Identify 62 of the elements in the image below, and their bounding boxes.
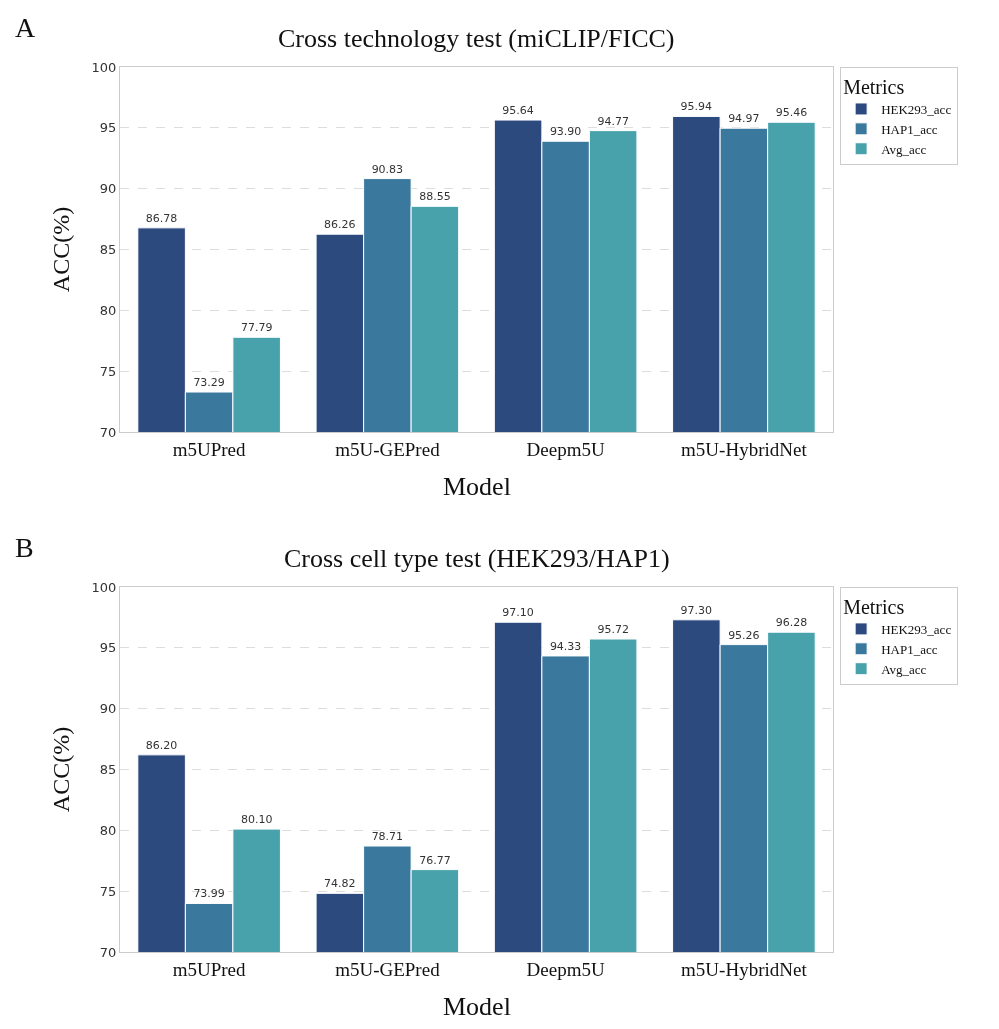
x-tick-label: m5U-GEPred — [335, 438, 441, 460]
data-label: 86.20 — [145, 738, 178, 752]
data-label: 88.55 — [419, 190, 451, 204]
text: B — [15, 532, 34, 563]
x-tick-label: Deepm5U — [526, 438, 605, 460]
data-label: 97.30 — [680, 603, 713, 617]
legend-label: Avg_acc — [881, 141, 927, 157]
legend-label: Avg_acc — [881, 661, 927, 677]
y-tick-label: 75 — [99, 363, 117, 379]
x-tick-label: m5UPred — [172, 958, 247, 980]
y-tick-label: 95 — [99, 640, 117, 656]
y-tick-label: 90 — [99, 701, 117, 717]
y-tick-label: 100 — [91, 579, 117, 595]
x-tick-label: m5U-GEPred — [335, 958, 441, 980]
y-tick-label: 95 — [99, 120, 117, 136]
data-label: 95.26 — [728, 628, 760, 642]
text: A — [15, 12, 36, 43]
data-label: 96.28 — [775, 616, 808, 630]
y-axis-title: ACC(%) — [47, 726, 74, 813]
y-tick-label: 70 — [99, 424, 117, 440]
chart-title: Cross cell type test (HEK293/HAP1) — [284, 544, 670, 573]
y-tick-label: 85 — [99, 242, 117, 258]
data-label: 95.46 — [775, 106, 808, 120]
legend-title: Metrics — [843, 76, 905, 98]
data-label: 73.29 — [193, 376, 225, 390]
x-axis-title: Model — [443, 992, 511, 1021]
y-tick-label: 80 — [99, 302, 117, 318]
data-label: 94.97 — [728, 112, 760, 126]
y-tick-label: 80 — [99, 822, 117, 838]
x-tick-label: m5U-HybridNet — [681, 958, 808, 980]
y-axis-title: ACC(%) — [47, 206, 74, 293]
data-label: 76.77 — [419, 853, 451, 867]
data-label: 86.26 — [324, 218, 356, 232]
data-label: 78.71 — [371, 830, 404, 844]
data-label: 90.83 — [371, 162, 404, 176]
data-label: 94.33 — [549, 639, 582, 653]
data-label: 77.79 — [240, 321, 273, 335]
data-label: 95.72 — [597, 623, 629, 637]
data-label: 86.78 — [145, 211, 178, 225]
y-tick-label: 75 — [99, 883, 117, 899]
data-label: 97.10 — [502, 606, 534, 620]
data-label: 73.99 — [193, 887, 225, 901]
x-axis-title: Model — [443, 472, 511, 501]
legend-label: HEK293_acc — [881, 102, 952, 118]
y-tick-label: 90 — [99, 181, 117, 197]
data-label: 80.10 — [240, 813, 273, 827]
legend-label: HEK293_acc — [881, 621, 952, 637]
data-label: 74.82 — [324, 877, 356, 891]
data-label: 95.94 — [680, 100, 713, 114]
data-label: 94.77 — [597, 114, 629, 128]
y-tick-label: 85 — [99, 762, 117, 778]
y-tick-label: 100 — [91, 59, 117, 75]
y-tick-label: 70 — [99, 944, 117, 960]
data-label: 95.64 — [502, 104, 534, 118]
data-label: 93.90 — [549, 125, 582, 139]
x-tick-label: Deepm5U — [526, 958, 605, 980]
x-tick-label: m5UPred — [172, 438, 247, 460]
x-tick-label: m5U-HybridNet — [681, 438, 808, 460]
legend-label: HAP1_acc — [881, 121, 938, 137]
legend-title: Metrics — [843, 595, 905, 618]
legend-label: HAP1_acc — [881, 641, 938, 657]
chart-title: Cross technology test (miCLIP/FICC) — [278, 24, 675, 53]
